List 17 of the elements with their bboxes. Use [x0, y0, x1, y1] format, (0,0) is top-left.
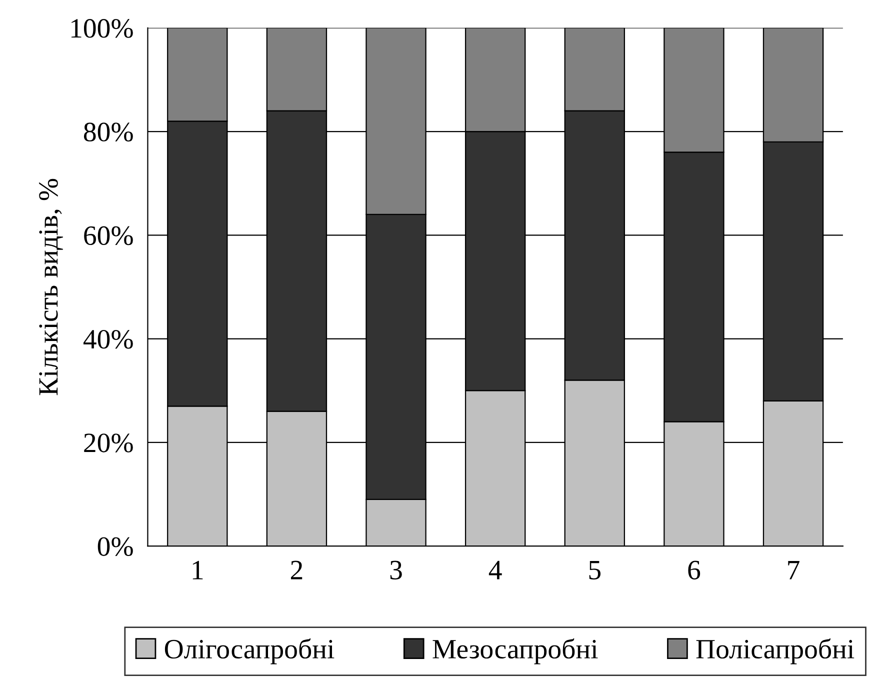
legend-label: Полісапробні — [696, 638, 854, 664]
y-tick-label: 0% — [98, 537, 133, 556]
x-tick-label: 3 — [390, 560, 402, 580]
y-axis-title: Кількість видів, % — [39, 178, 63, 396]
y-tick-label: 80% — [84, 122, 133, 142]
y-tick-label: 100% — [71, 19, 133, 38]
x-tick-label: 2 — [290, 560, 302, 580]
x-tick-label: 5 — [589, 561, 601, 580]
x-tick-label: 1 — [192, 560, 203, 580]
y-tick-label: 40% — [83, 330, 133, 349]
legend-label: Олігосапробні — [164, 638, 334, 664]
x-tick-label: 7 — [788, 561, 800, 580]
y-tick-label: 60% — [84, 226, 133, 246]
x-tick-label: 6 — [688, 560, 700, 580]
x-tick-label: 4 — [488, 560, 502, 580]
legend-label: Мезосапробні — [432, 638, 598, 664]
y-tick-label: 20% — [84, 434, 133, 452]
